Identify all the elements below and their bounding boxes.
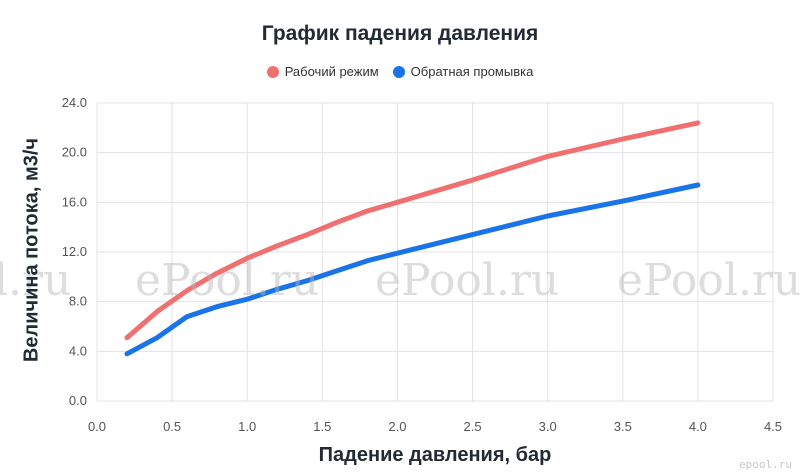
x-tick-label: 3.5 <box>614 419 632 434</box>
x-tick-label: 4.5 <box>764 419 782 434</box>
x-axis-label: Падение давления, бар <box>318 444 552 466</box>
chart-title: График падения давления <box>261 22 539 45</box>
legend-label-working: Рабочий режим <box>284 64 379 79</box>
x-tick-label: 4.0 <box>689 419 707 434</box>
legend-item-working[interactable]: Рабочий режим <box>266 64 379 79</box>
legend-swatch-working <box>266 65 279 78</box>
series-line-0 <box>124 120 701 341</box>
y-tick-label: 16.0 <box>62 194 87 209</box>
x-tick-label: 1.5 <box>313 419 331 434</box>
x-tick-label: 1.0 <box>238 419 256 434</box>
legend: Рабочий режим Обратная промывка <box>0 64 800 79</box>
series-line-1 <box>124 182 701 357</box>
y-tick-label: 8.0 <box>69 294 87 309</box>
x-tick-label: 2.5 <box>464 419 482 434</box>
watermark-text: ePool.ru <box>617 255 800 306</box>
watermark-text: l.ru <box>0 255 72 306</box>
y-tick-label: 20.0 <box>62 145 87 160</box>
corner-watermark: epool.ru <box>739 458 792 471</box>
x-tick-label: 0.5 <box>163 419 181 434</box>
y-tick-label: 0.0 <box>69 393 87 408</box>
legend-swatch-backwash <box>392 65 405 78</box>
watermark-text: ePool.ru <box>375 255 560 306</box>
y-axis-label: Величина потока, м3/ч <box>20 137 43 363</box>
y-tick-label: 24.0 <box>62 95 87 110</box>
x-tick-label: 0.0 <box>88 419 106 434</box>
watermark-text: ePool.ru <box>135 255 320 306</box>
x-tick-label: 3.0 <box>539 419 557 434</box>
x-tick-label: 2.0 <box>388 419 406 434</box>
y-tick-label: 4.0 <box>69 343 87 358</box>
y-tick-label: 12.0 <box>62 244 87 259</box>
legend-item-backwash[interactable]: Обратная промывка <box>392 64 534 79</box>
legend-label-backwash: Обратная промывка <box>410 64 534 79</box>
